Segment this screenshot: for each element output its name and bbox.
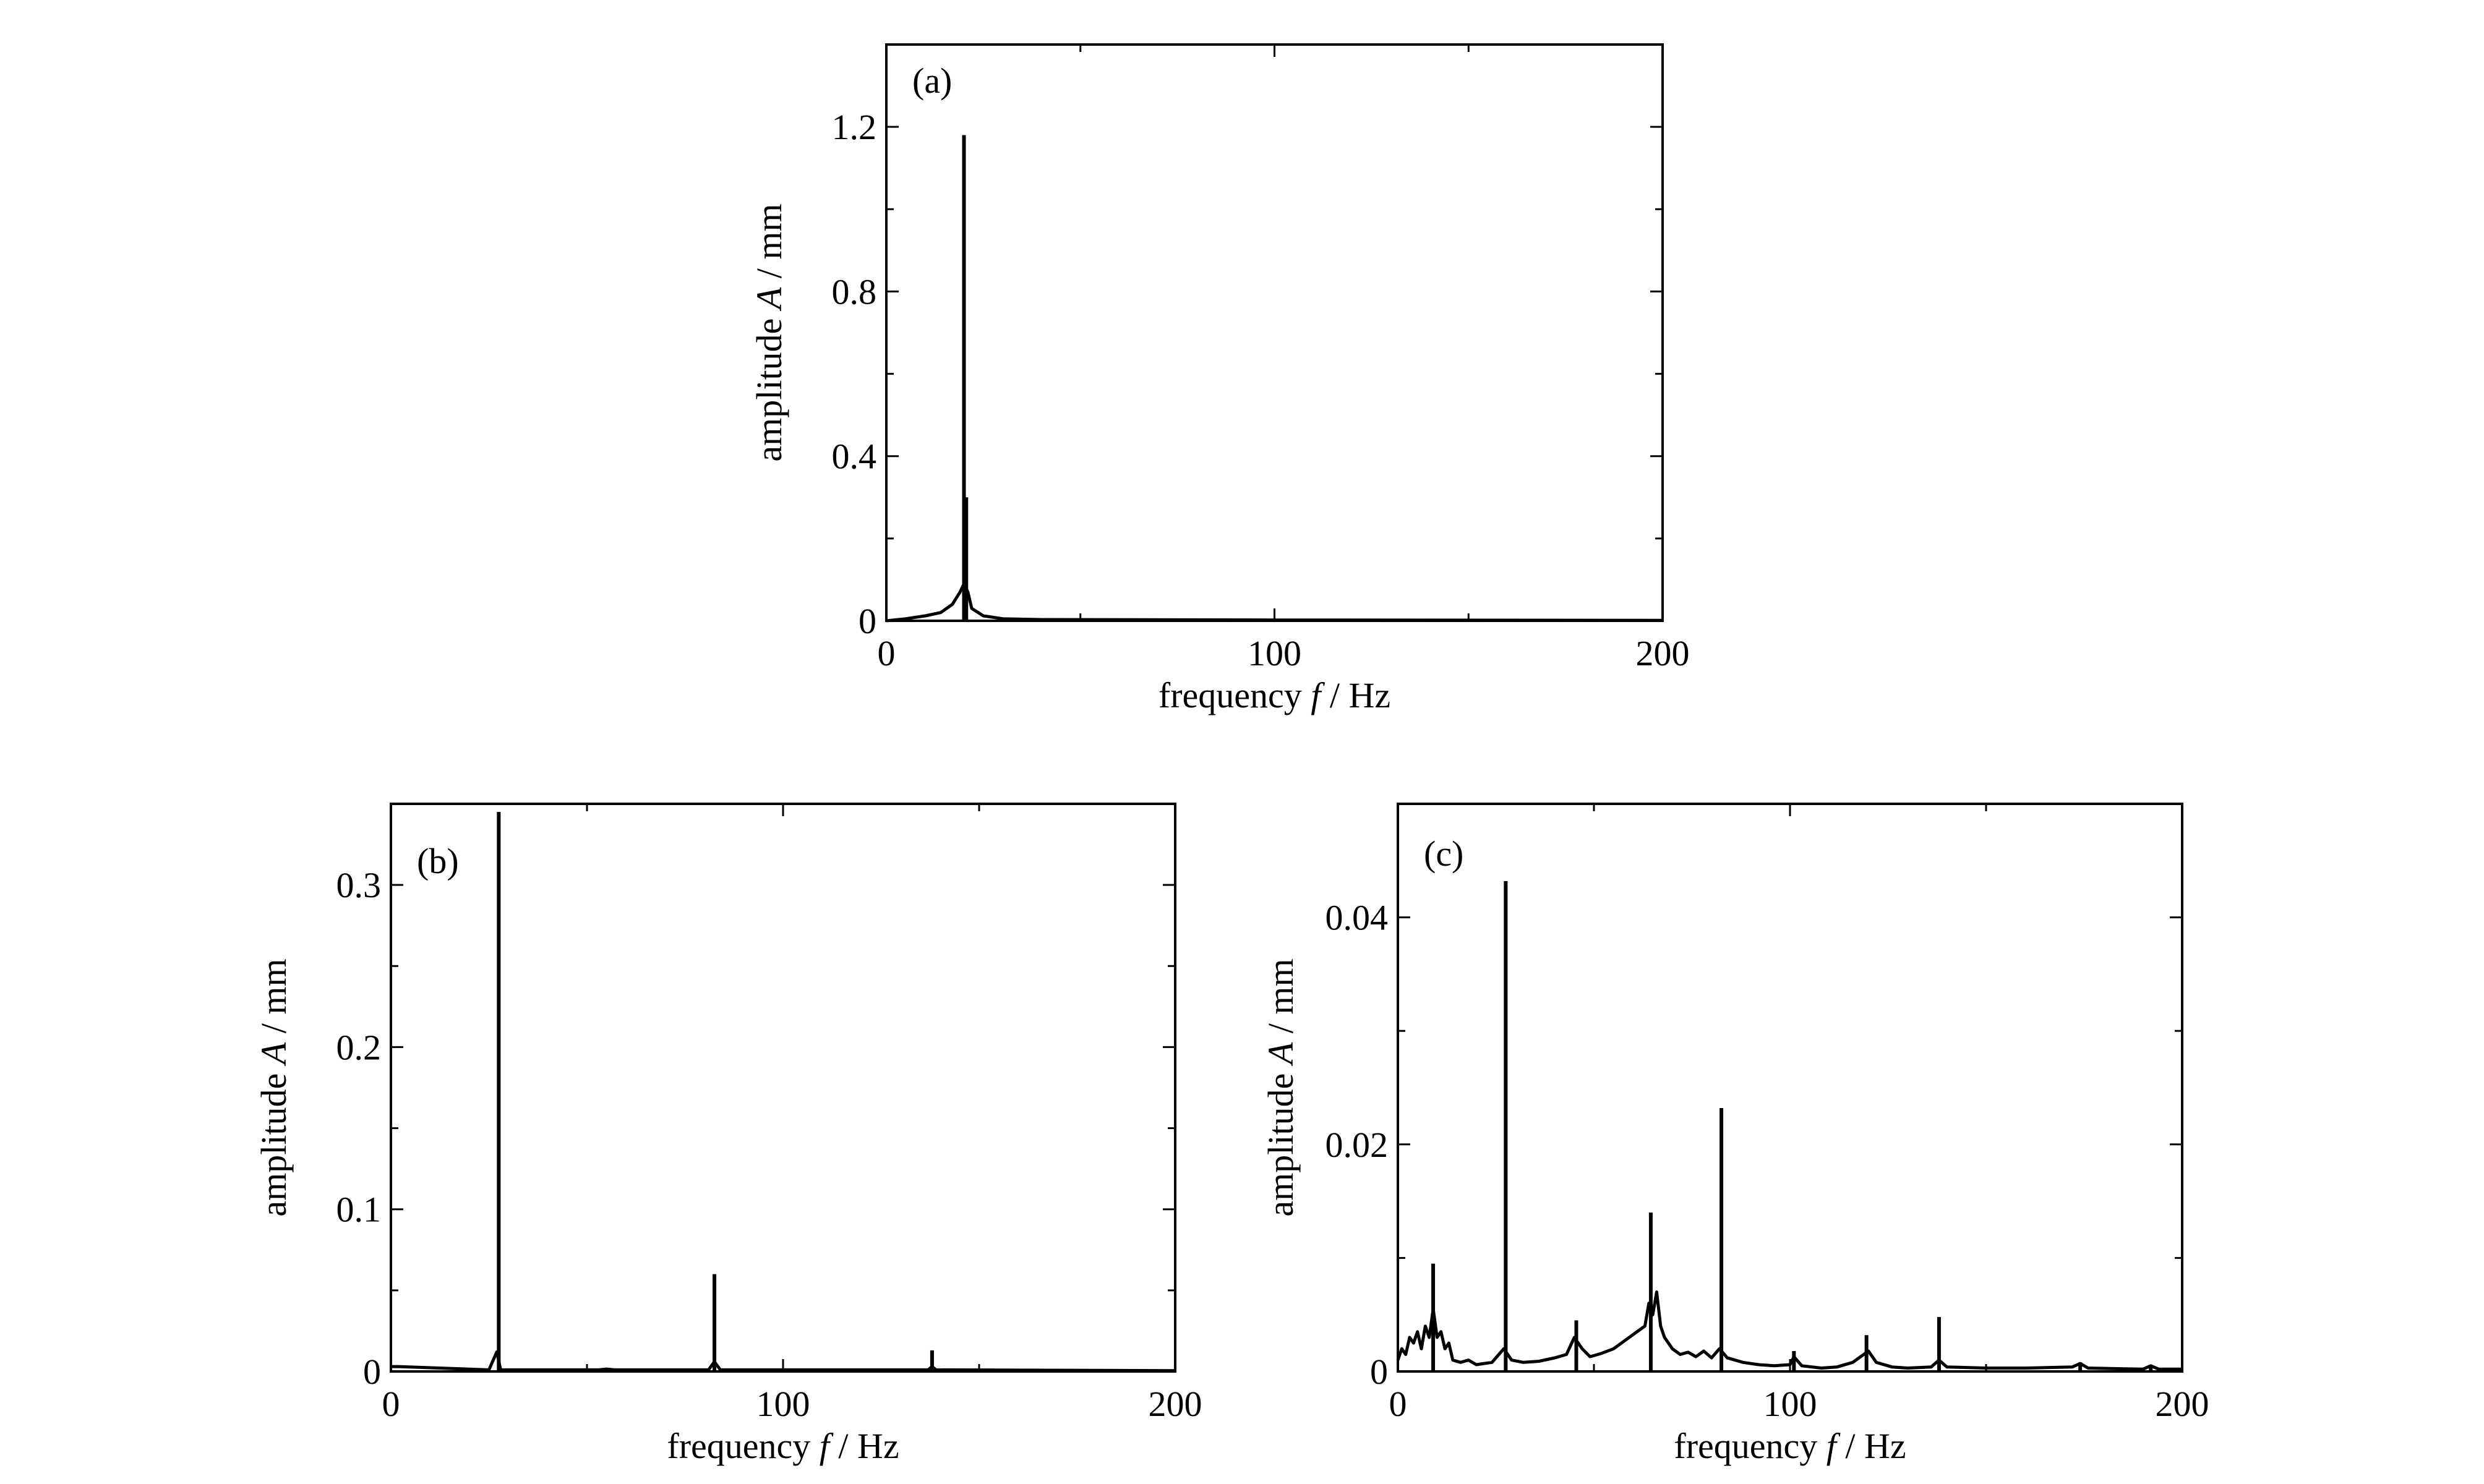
y-tick-label: 0 bbox=[1370, 1352, 1388, 1392]
y-tick-label: 0 bbox=[363, 1352, 381, 1392]
panel-a: 0 100 200 0 0.4 0.8 1.2 (a) frequency f / Hz ampl… bbox=[749, 43, 1690, 715]
x-axis-label-unit: / Hz bbox=[1836, 1426, 1906, 1466]
y-tick-label: 0.2 bbox=[336, 1027, 382, 1067]
y-tick-label: 0.1 bbox=[336, 1190, 382, 1230]
x-tick-label: 0 bbox=[878, 633, 896, 673]
x-tick-label: 200 bbox=[2156, 1384, 2209, 1424]
y-tick-label: 0.02 bbox=[1326, 1125, 1389, 1165]
x-axis-label: frequency f / Hz bbox=[667, 1426, 899, 1466]
x-tick-label: 0 bbox=[382, 1384, 400, 1424]
plot-frame bbox=[885, 43, 1664, 622]
y-tick-label: 0.04 bbox=[1326, 898, 1389, 938]
y-tick-label: 0.3 bbox=[336, 865, 382, 905]
x-tick-label: 200 bbox=[1149, 1384, 1202, 1424]
x-tick-label: 0 bbox=[1389, 1384, 1407, 1424]
y-axis-label-prefix: amplitude bbox=[1261, 1064, 1301, 1216]
x-tick-label: 100 bbox=[1763, 1384, 1817, 1424]
y-axis-label-symbol: A bbox=[749, 287, 789, 312]
y-axis-label-unit: / mm bbox=[749, 203, 789, 287]
x-axis-label-unit: / Hz bbox=[1321, 675, 1390, 715]
y-axis-label-prefix: amplitude bbox=[254, 1064, 294, 1216]
x-tick-label: 100 bbox=[1248, 633, 1301, 673]
y-axis-label: amplitude A / mm bbox=[749, 203, 789, 461]
y-axis-label: amplitude A / mm bbox=[1261, 958, 1301, 1216]
y-tick-label: 0.8 bbox=[832, 271, 877, 312]
x-axis-label: frequency f / Hz bbox=[1674, 1426, 1906, 1466]
plot-frame bbox=[390, 803, 1176, 1373]
y-tick-label: 0 bbox=[859, 601, 876, 641]
x-tick-label: 200 bbox=[1636, 633, 1690, 673]
x-axis-label-prefix: frequency bbox=[1674, 1426, 1826, 1466]
y-axis-label-prefix: amplitude bbox=[749, 309, 789, 461]
y-axis-label-unit: / mm bbox=[1261, 958, 1301, 1042]
y-tick-label: 1.2 bbox=[832, 107, 877, 147]
x-axis-label-prefix: frequency bbox=[1158, 675, 1311, 715]
x-axis-label-unit: / Hz bbox=[829, 1426, 899, 1466]
x-axis-label: frequency f / Hz bbox=[1158, 675, 1390, 715]
panel-label: (a) bbox=[912, 61, 952, 101]
panel-c: 0 100 200 0 0.02 0.04 (c) frequency f / Hz ampli… bbox=[1261, 803, 2209, 1466]
panel-b: 0 100 200 0 0.1 0.2 0.3 (b) frequency f / Hz ampl… bbox=[254, 803, 1202, 1466]
y-axis-label-symbol: A bbox=[254, 1042, 294, 1067]
x-axis-label-prefix: frequency bbox=[667, 1426, 819, 1466]
panel-label: (c) bbox=[1424, 834, 1463, 874]
y-axis-label: amplitude A / mm bbox=[254, 958, 294, 1216]
x-tick-label: 100 bbox=[756, 1384, 810, 1424]
y-tick-label: 0.4 bbox=[832, 437, 877, 477]
y-axis-label-symbol: A bbox=[1261, 1042, 1301, 1067]
plot-frame bbox=[1397, 803, 2183, 1373]
panel-label: (b) bbox=[417, 841, 459, 881]
spectrum-line bbox=[1396, 1290, 2182, 1371]
y-axis-label-unit: / mm bbox=[254, 958, 294, 1042]
